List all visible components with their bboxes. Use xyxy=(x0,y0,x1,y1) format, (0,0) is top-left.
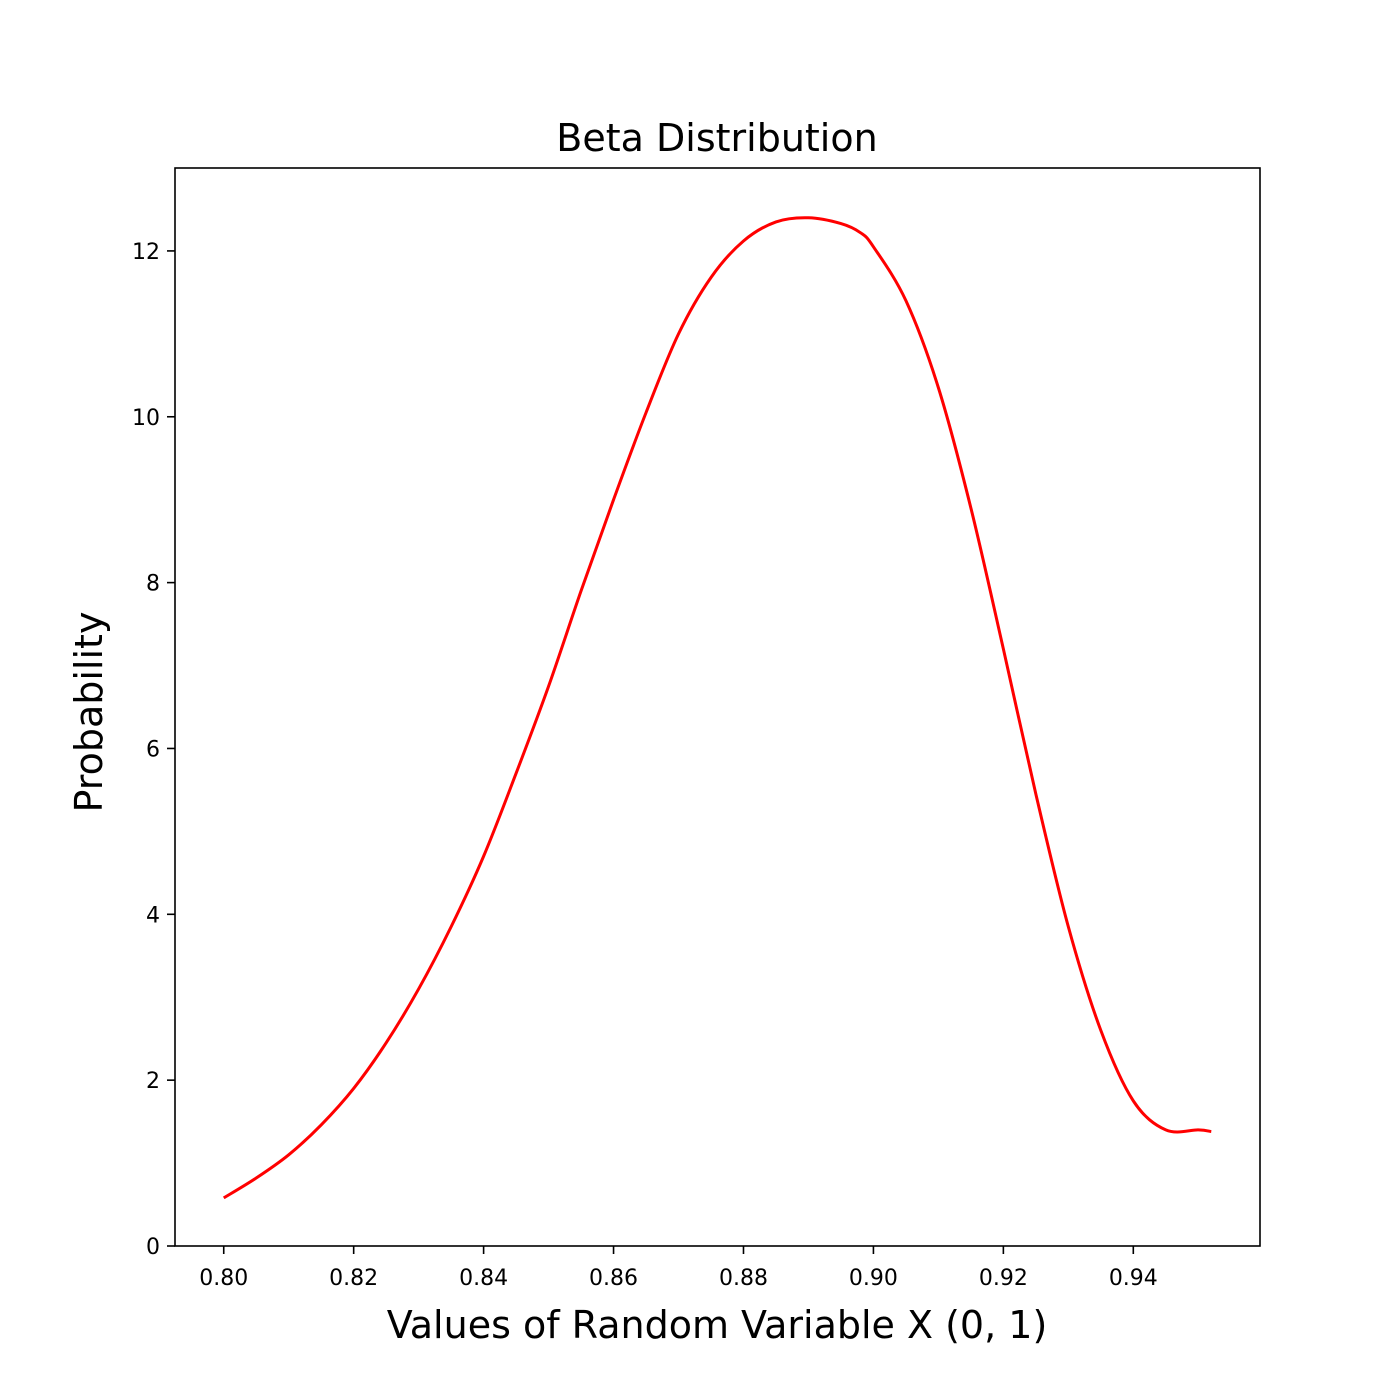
y-axis-ticks: 0 2 4 6 8 10 12 xyxy=(132,240,175,1260)
y-axis-label: Probability xyxy=(67,612,111,813)
y-tick-label: 4 xyxy=(146,903,160,928)
beta-density-line xyxy=(222,216,1212,1200)
y-tick-label: 2 xyxy=(146,1069,160,1094)
y-tick-label: 6 xyxy=(146,737,160,762)
x-tick-label: 0.92 xyxy=(979,1266,1028,1291)
y-tick-label: 10 xyxy=(132,406,160,431)
chart-title: Beta Distribution xyxy=(556,116,877,160)
x-tick-label: 0.90 xyxy=(849,1266,898,1291)
x-tick-label: 0.86 xyxy=(589,1266,638,1291)
plot-area-frame xyxy=(174,167,1261,1247)
x-tick-label: 0.84 xyxy=(459,1266,508,1291)
y-tick-label: 12 xyxy=(132,240,160,265)
y-tick-label: 0 xyxy=(146,1235,160,1260)
x-tick-label: 0.94 xyxy=(1109,1266,1158,1291)
x-tick-label: 0.80 xyxy=(199,1266,248,1291)
x-tick-label: 0.88 xyxy=(719,1266,768,1291)
x-axis-label: Values of Random Variable X (0, 1) xyxy=(387,1303,1048,1347)
y-tick-label: 8 xyxy=(146,572,160,597)
x-tick-label: 0.82 xyxy=(329,1266,378,1291)
x-axis-ticks: 0.80 0.82 0.84 0.86 0.88 0.90 0.92 0.94 xyxy=(199,1246,1158,1291)
series-layer xyxy=(222,216,1212,1200)
